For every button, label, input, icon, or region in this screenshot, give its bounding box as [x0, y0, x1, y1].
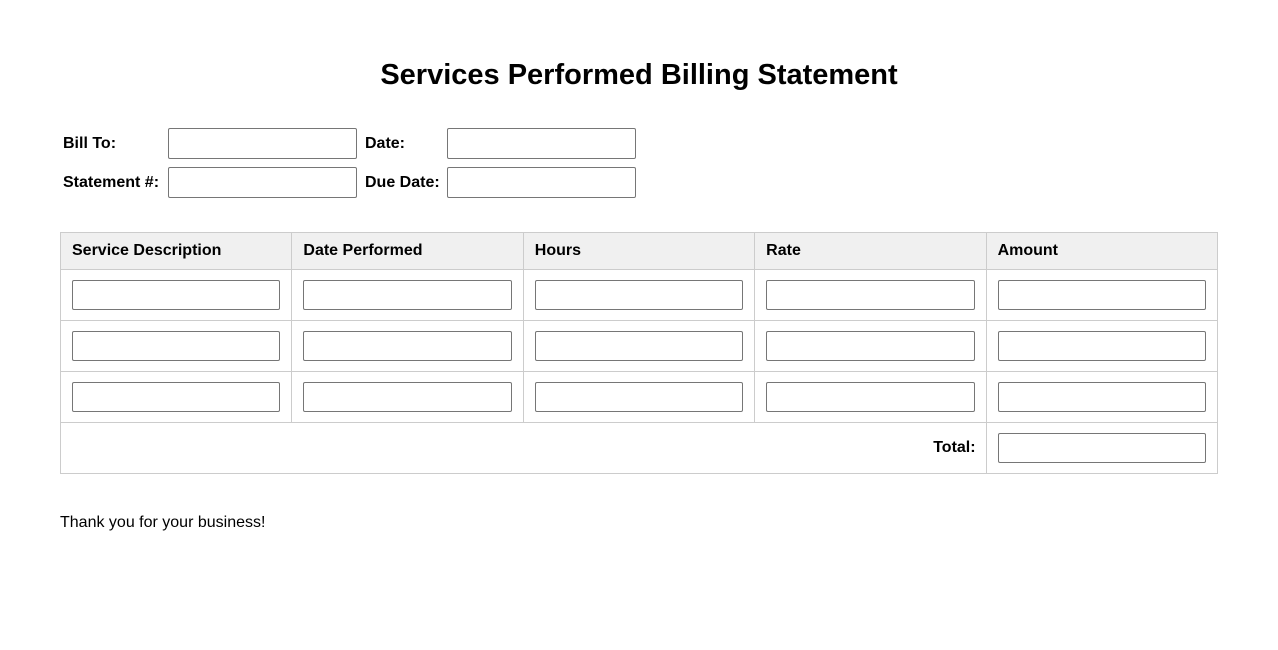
services-table-header: Service Description Date Performed Hours… [59, 232, 1219, 271]
amount-input-1[interactable] [997, 280, 1206, 311]
page-title: Services Performed Billing Statement [380, 59, 898, 91]
hours-input-1[interactable] [534, 280, 744, 311]
total-label: Total: [60, 422, 987, 475]
amount-input-3[interactable] [997, 382, 1206, 413]
header-date-performed: Date Performed [291, 232, 524, 271]
statement-meta-form: Bill To: Date: Statement #: Due Date: [63, 128, 1278, 199]
header-amount: Amount [985, 232, 1219, 271]
due-date-label: Due Date: [365, 173, 440, 191]
service-row-3 [59, 371, 1219, 424]
rate-input-3[interactable] [766, 382, 975, 413]
hours-input-2[interactable] [534, 331, 744, 362]
footer-message: Thank you for your business! [60, 514, 266, 532]
service-description-input-2[interactable] [72, 331, 281, 362]
header-service-description: Service Description [59, 232, 293, 271]
header-rate: Rate [754, 232, 987, 271]
date-performed-input-2[interactable] [303, 331, 512, 362]
date-label: Date: [365, 134, 406, 152]
rate-input-1[interactable] [766, 280, 975, 311]
date-performed-input-3[interactable] [303, 382, 512, 413]
hours-input-3[interactable] [534, 382, 744, 413]
rate-input-2[interactable] [766, 331, 975, 362]
service-row-1 [59, 269, 1219, 322]
service-description-input-1[interactable] [72, 280, 281, 311]
service-row-2 [59, 320, 1219, 373]
total-row: Total: [60, 422, 1219, 475]
due-date-input[interactable] [447, 167, 636, 199]
statement-number-input[interactable] [168, 167, 357, 199]
statement-number-label: Statement #: [63, 173, 160, 191]
date-performed-input-1[interactable] [303, 280, 512, 311]
header-hours: Hours [522, 232, 756, 271]
billing-statement-page: Services Performed Billing Statement Bil… [0, 59, 1278, 532]
date-input[interactable] [447, 128, 636, 160]
total-input[interactable] [997, 433, 1206, 464]
services-table: Service Description Date Performed Hours… [59, 232, 1219, 475]
header-row: Service Description Date Performed Hours… [59, 232, 1219, 271]
bill-to-input[interactable] [168, 128, 357, 160]
service-description-input-3[interactable] [72, 382, 281, 413]
bill-to-label: Bill To: [63, 134, 117, 152]
amount-input-2[interactable] [997, 331, 1206, 362]
